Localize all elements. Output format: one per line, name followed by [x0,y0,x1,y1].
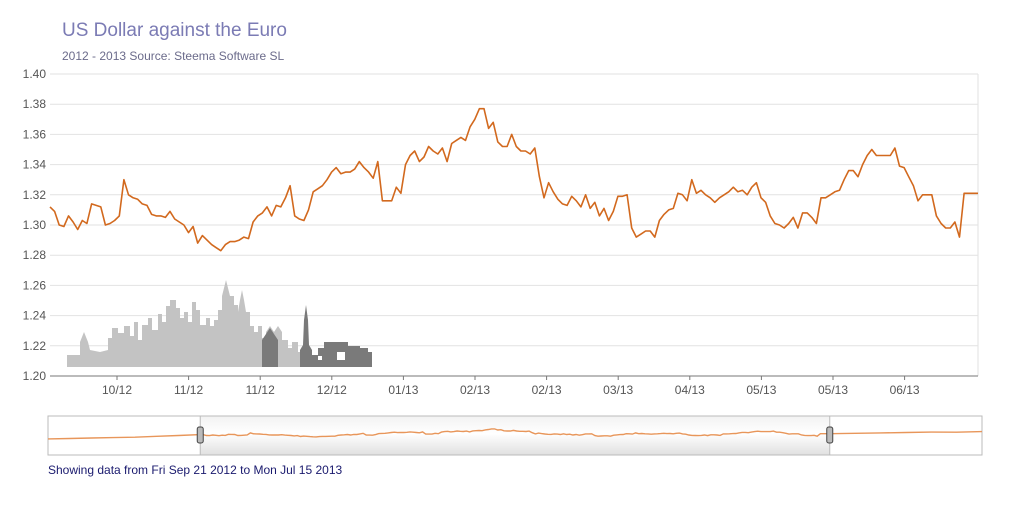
x-tick-label: 11/12 [174,383,203,397]
series-line [49,107,978,252]
x-tick-label: 11/12 [246,383,275,397]
range-status-text: Showing data from Fri Sep 21 2012 to Mon… [48,463,343,477]
grid-lines [50,73,979,376]
y-tick-label: 1.30 [23,218,47,232]
chart-title: US Dollar against the Euro [62,20,287,41]
series-line-layer [49,107,978,252]
y-tick-label: 1.36 [23,127,47,141]
skyline-window [337,352,345,360]
skyline-light [67,280,306,367]
y-tick-label: 1.40 [23,67,47,81]
x-tick-label: 01/13 [388,383,418,397]
axes: 1.20 1.22 1.24 1.26 1.28 1.30 1.32 1.34 1.36 1.38… [23,67,978,397]
skyline-window [318,356,322,360]
navigator-right-handle[interactable] [826,426,834,444]
y-tick-label: 1.34 [23,158,47,172]
y-tick-label: 1.20 [23,369,47,383]
chart-subtitle: 2012 - 2013 Source: Steema Software SL [62,49,285,63]
navigator[interactable] [47,415,983,456]
x-tick-label: 10/12 [102,383,132,397]
x-tick-label: 04/13 [675,383,705,397]
navigator-left-handle[interactable] [196,426,204,444]
x-tick-label: 12/12 [317,383,347,397]
y-tick-label: 1.32 [23,188,47,202]
y-tick-label: 1.28 [23,248,47,262]
skyline-decoration [67,280,372,367]
navigator-line [47,428,983,440]
x-tick-label: 02/13 [460,383,490,397]
x-tick-label: 03/13 [603,383,633,397]
y-tick-label: 1.22 [23,339,47,353]
x-tick-label: 05/13 [746,383,776,397]
x-tick-label: 02/13 [532,383,562,397]
x-tick-label: 05/13 [818,383,848,397]
x-tick-label: 06/13 [890,383,920,397]
y-tick-label: 1.26 [23,278,47,292]
skyline-dark [262,305,372,367]
y-tick-label: 1.38 [23,97,47,111]
y-tick-label: 1.24 [23,309,47,323]
